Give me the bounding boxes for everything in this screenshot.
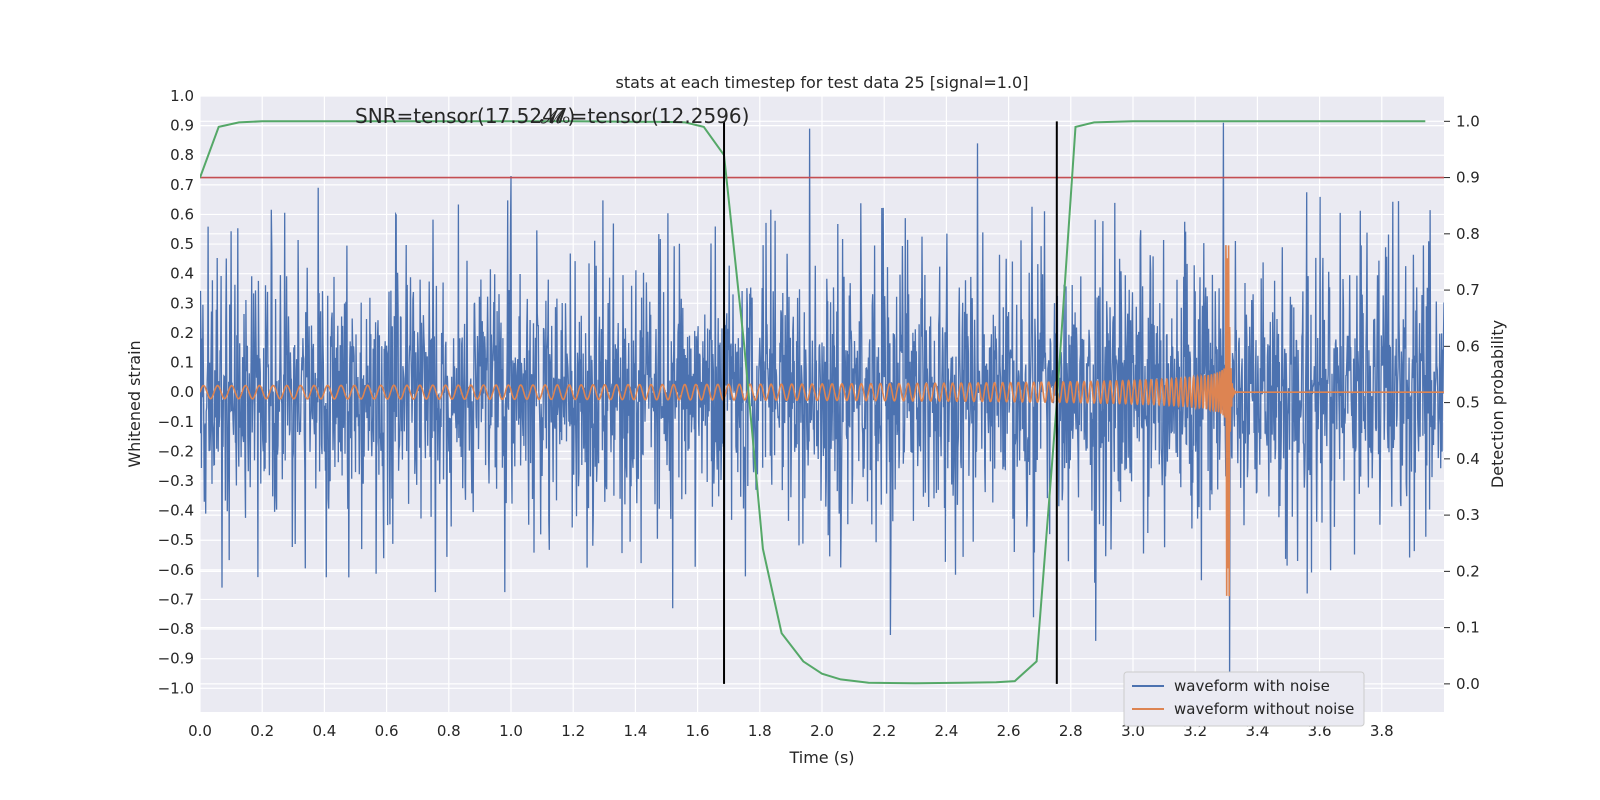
y-axis-label-right: Detection probability	[1488, 320, 1507, 488]
y-tick-label-left: 0.8	[170, 146, 194, 164]
y-tick-label-left: 0.7	[170, 176, 194, 194]
x-tick-label: 2.0	[810, 722, 834, 740]
y-tick-label-right: 0.2	[1456, 562, 1480, 580]
y-tick-label-left: 0.5	[170, 235, 194, 253]
x-tick-label: 0.6	[375, 722, 399, 740]
y-tick-label-left: −0.8	[158, 620, 194, 638]
y-tick-label-right: 0.1	[1456, 619, 1480, 637]
x-tick-label: 2.4	[934, 722, 958, 740]
y-tick-label-left: −0.5	[158, 531, 194, 549]
series-layer	[200, 120, 1444, 689]
y-tick-label-left: −0.3	[158, 472, 194, 490]
x-tick-label: 2.8	[1059, 722, 1083, 740]
x-tick-label: 0.4	[312, 722, 336, 740]
legend: waveform with noise waveform without noi…	[1123, 671, 1365, 727]
legend-box	[1123, 671, 1365, 727]
y-tick-label-left: −0.4	[158, 502, 194, 520]
y-tick-label-left: −0.6	[158, 561, 194, 579]
y-tick-label-right: 1.0	[1456, 112, 1480, 130]
x-tick-label: 1.0	[499, 722, 523, 740]
y-tick-label-right: 0.7	[1456, 281, 1480, 299]
y-tick-label-left: 0.3	[170, 294, 194, 312]
y-tick-label-left: −0.7	[158, 590, 194, 608]
y-tick-label-right: 0.9	[1456, 169, 1480, 187]
y-tick-label-right: 0.6	[1456, 337, 1480, 355]
y-tick-label-left: −0.2	[158, 442, 194, 460]
y-tick-label-left: −0.9	[158, 650, 194, 668]
series-waveform-without-noise	[200, 245, 1444, 597]
y-tick-label-left: 0.9	[170, 117, 194, 135]
y-tick-label-left: −0.1	[158, 413, 194, 431]
y-axis-label-left: Whitened strain	[125, 340, 144, 467]
x-tick-label: 3.8	[1370, 722, 1394, 740]
y-tick-label-left: 0.0	[170, 383, 194, 401]
chart-title: stats at each timestep for test data 25 …	[616, 73, 1029, 92]
x-tick-label: 1.8	[748, 722, 772, 740]
chirp-mass-annotation: 𝓜ₒ=tensor(12.2596)	[540, 104, 749, 128]
x-tick-label: 0.8	[437, 722, 461, 740]
x-tick-label: 2.2	[872, 722, 896, 740]
series-waveform-with-noise	[200, 122, 1444, 689]
y-tick-label-right: 0.0	[1456, 675, 1480, 693]
y-tick-label-left: −1.0	[158, 679, 194, 697]
y-tick-label-left: 0.2	[170, 324, 194, 342]
series-detection-probability	[200, 120, 1426, 685]
y-tick-label-right: 0.3	[1456, 506, 1480, 524]
y-tick-label-right: 0.4	[1456, 450, 1480, 468]
x-tick-label: 1.2	[561, 722, 585, 740]
snr-annotation: SNR=tensor(17.5247)	[355, 104, 575, 128]
y-tick-labels-right: 1.0 0.9 0.8 0.7 0.6 0.5 0.4 0.3 0.2 0.1 0.0	[1444, 112, 1480, 693]
y-tick-label-left: 0.6	[170, 205, 194, 223]
y-tick-label-left: 0.1	[170, 354, 194, 372]
y-tick-labels-left: 1.0 0.9 0.8 0.7 0.6 0.5 0.4 0.3 0.2 0.1 0.0 −0.1 −0.…	[158, 87, 194, 697]
y-tick-label-left: 1.0	[170, 87, 194, 105]
x-tick-label: 1.6	[686, 722, 710, 740]
legend-label-clean: waveform without noise	[1174, 700, 1354, 718]
x-tick-label: 1.4	[623, 722, 647, 740]
y-tick-label-right: 0.5	[1456, 394, 1480, 412]
x-tick-label: 0.2	[250, 722, 274, 740]
legend-label-noise: waveform with noise	[1174, 677, 1330, 695]
y-tick-label-left: 0.4	[170, 265, 194, 283]
x-tick-label: 0.0	[188, 722, 212, 740]
y-tick-label-right: 0.8	[1456, 225, 1480, 243]
x-tick-label: 2.6	[997, 722, 1021, 740]
x-axis-label: Time (s)	[788, 748, 854, 767]
